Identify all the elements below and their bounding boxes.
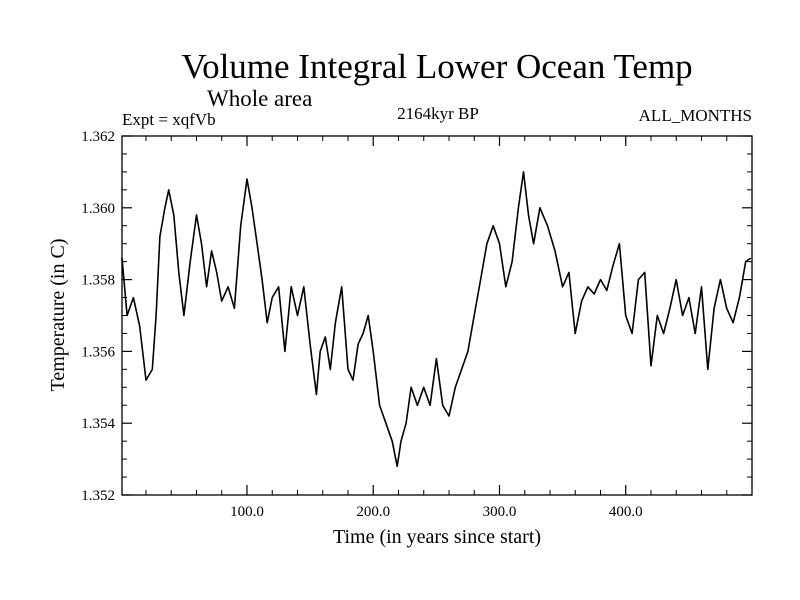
y-tick-label: 1.354 (81, 416, 115, 432)
x-axis: 100.0 200.0 300.0 400.0 (145, 136, 728, 520)
chart-title: Volume Integral Lower Ocean Temp (181, 47, 692, 86)
y-tick-label: 1.352 (81, 488, 115, 504)
y-tick-label: 1.356 (81, 344, 115, 360)
period-label: 2164kyr BP (397, 104, 479, 123)
months-label: ALL_MONTHS (639, 106, 752, 125)
y-tick-label: 1.358 (81, 273, 115, 289)
x-tick-label: 100.0 (230, 504, 264, 520)
y-tick-label: 1.360 (81, 201, 115, 217)
y-axis-label: Temperature (in C) (47, 239, 69, 392)
x-axis-label: Time (in years since start) (333, 526, 541, 548)
series-line (121, 171, 752, 468)
experiment-label: Expt = xqfVb (122, 110, 216, 129)
chart-subtitle: Whole area (207, 86, 312, 111)
y-tick-label: 1.362 (81, 129, 115, 145)
y-axis: 1.352 1.354 1.356 1.358 1.360 1.362 (81, 129, 752, 504)
plot-area (121, 171, 752, 468)
x-tick-label: 300.0 (483, 504, 517, 520)
x-tick-label: 400.0 (609, 504, 643, 520)
x-tick-label: 200.0 (356, 504, 390, 520)
